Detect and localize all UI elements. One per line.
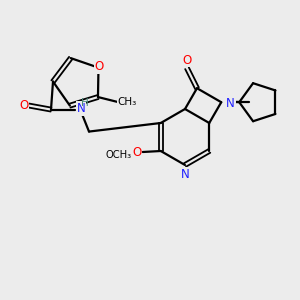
Text: O: O [132,146,141,160]
Text: OCH₃: OCH₃ [106,150,132,160]
Text: N: N [226,97,235,110]
Text: N: N [77,102,86,115]
Text: H: H [81,98,89,108]
Text: N: N [181,167,189,181]
Text: CH₃: CH₃ [117,97,136,107]
Text: O: O [182,54,192,67]
Text: O: O [95,60,104,73]
Text: O: O [20,99,28,112]
